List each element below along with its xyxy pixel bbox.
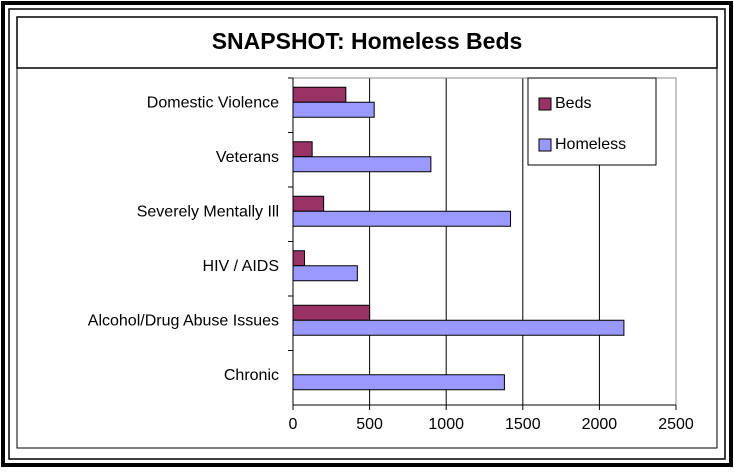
bar [292, 210, 512, 227]
bar [292, 156, 432, 173]
bar [292, 374, 505, 391]
bar [292, 250, 305, 267]
y-tick-label: HIV / AIDS [203, 258, 279, 275]
bar [292, 101, 375, 118]
y-tick-label: Severely Mentally Ill [137, 203, 279, 220]
x-tick-label: 1000 [428, 416, 464, 433]
chart-title: SNAPSHOT: Homeless Beds [212, 28, 523, 54]
x-tick-label: 2000 [582, 416, 618, 433]
y-tick-label: Chronic [224, 367, 279, 384]
bar [292, 304, 371, 321]
y-tick-label: Veterans [216, 149, 279, 166]
legend-label: Homeless [555, 136, 626, 153]
bar [292, 319, 625, 336]
bar [292, 195, 325, 212]
y-tick-label: Alcohol/Drug Abuse Issues [88, 312, 279, 329]
x-tick-label: 1500 [505, 416, 541, 433]
bar [292, 141, 313, 158]
legend-swatch [538, 97, 552, 111]
y-tick-label: Domestic Violence [147, 94, 279, 111]
x-tick-label: 2500 [658, 416, 694, 433]
bar [292, 86, 347, 103]
legend-label: Beds [555, 95, 591, 112]
inner-frame [8, 8, 726, 460]
x-tick-label: 0 [289, 416, 298, 433]
plot-frame [16, 67, 718, 449]
legend-swatch [538, 138, 552, 152]
x-tick-label: 500 [356, 416, 383, 433]
bar [292, 265, 358, 282]
